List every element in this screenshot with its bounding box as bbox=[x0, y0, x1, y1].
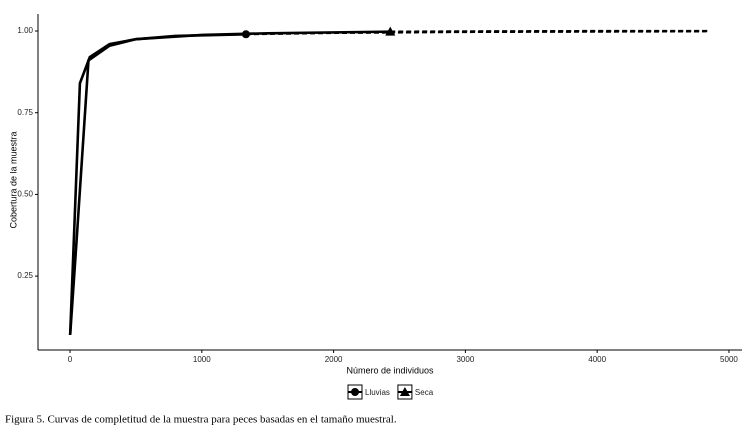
y-tick-label: 0.25 bbox=[17, 271, 33, 280]
x-tick-label: 1000 bbox=[193, 355, 211, 364]
x-tick-label: 5000 bbox=[720, 355, 738, 364]
legend-label: Seca bbox=[415, 388, 434, 397]
legend-symbol bbox=[351, 388, 359, 396]
x-tick-label: 4000 bbox=[588, 355, 606, 364]
y-tick-label: 1.00 bbox=[17, 26, 33, 35]
caption: Figura 5. Curvas de completitud de la mu… bbox=[5, 414, 397, 426]
y-tick-label: 0.50 bbox=[17, 190, 33, 199]
x-tick-label: 2000 bbox=[325, 355, 343, 364]
observed-point bbox=[385, 26, 396, 36]
x-tick-label: 3000 bbox=[456, 355, 474, 364]
x-tick-label: 0 bbox=[68, 355, 73, 364]
y-axis-title: Cobertura de la muestra bbox=[8, 131, 18, 228]
legend-symbol bbox=[399, 387, 410, 396]
y-tick-label: 0.75 bbox=[17, 108, 33, 117]
interpolated-line bbox=[68, 30, 391, 336]
interpolated-line bbox=[68, 32, 246, 336]
legend-label: Lluvias bbox=[365, 388, 390, 397]
x-axis-title: Número de individuos bbox=[346, 365, 434, 375]
